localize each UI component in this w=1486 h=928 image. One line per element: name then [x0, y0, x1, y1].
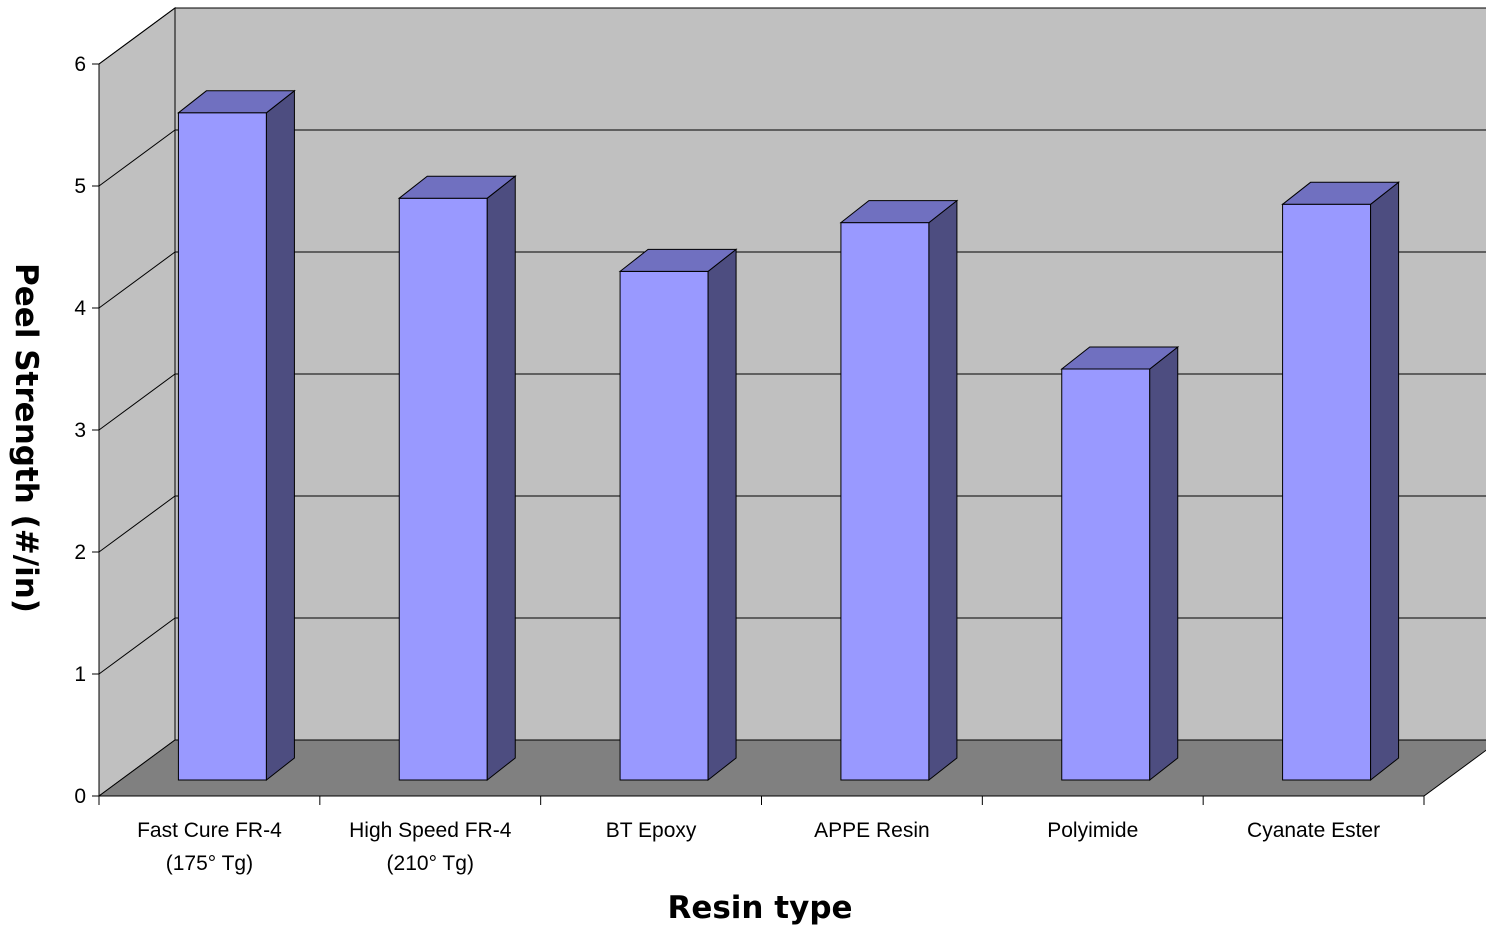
x-category-label: APPE Resin — [814, 819, 930, 842]
bar-top — [1060, 346, 1180, 370]
gridlines — [98, 7, 1486, 675]
axes — [92, 63, 1425, 805]
y-tick-label: 5 — [74, 175, 86, 198]
bar — [618, 248, 738, 782]
bar-front — [619, 270, 709, 781]
bar-top — [618, 248, 738, 272]
bar-front — [177, 112, 267, 781]
gridline — [98, 495, 1486, 553]
bar-front — [1282, 203, 1372, 781]
x-category-label: (175° Tg) — [166, 852, 253, 875]
y-tick-label: 2 — [74, 541, 86, 564]
y-tick-label: 4 — [74, 297, 86, 320]
x-category-label: (210° Tg) — [387, 852, 474, 875]
y-tick-label: 0 — [74, 785, 86, 808]
x-category-labels: Fast Cure FR-4 (175° Tg) High Speed FR-4 (2… — [137, 819, 1380, 875]
floor — [97, 739, 1486, 797]
bar-side — [928, 199, 958, 782]
gridline — [98, 7, 1486, 65]
bar-top — [397, 175, 517, 199]
y-tick-label: 3 — [74, 419, 86, 442]
bar-side — [707, 248, 737, 782]
x-category-label: High Speed FR-4 — [349, 819, 512, 842]
bar — [397, 175, 517, 782]
bar-top — [176, 90, 296, 114]
y-tick-label: 1 — [74, 663, 86, 686]
gridline — [98, 129, 1486, 187]
x-category-label: BT Epoxy — [606, 819, 697, 842]
y-tick-labels: 0 1 2 3 4 5 6 — [74, 53, 86, 808]
bars — [176, 89, 1401, 782]
gridline — [98, 617, 1486, 675]
bar-top — [839, 200, 959, 224]
bar — [839, 199, 959, 782]
x-category-label: Polyimide — [1047, 819, 1138, 842]
bar-front — [1061, 368, 1151, 781]
bar — [1060, 345, 1180, 782]
y-axis-title: Peel Strength (#/in) — [8, 263, 44, 613]
bar-side — [486, 175, 516, 782]
bar-front — [840, 222, 930, 781]
bar-side — [1370, 181, 1400, 782]
gridline — [98, 373, 1486, 431]
x-category-label: Fast Cure FR-4 — [137, 819, 282, 842]
bar-side — [1149, 345, 1179, 782]
bar-front — [398, 197, 488, 781]
x-axis-title: Resin type — [667, 890, 852, 926]
bar-top — [1281, 181, 1401, 205]
chart-walls — [97, 7, 1486, 797]
bar — [1281, 181, 1401, 782]
bar-side — [265, 89, 295, 782]
gridline — [98, 251, 1486, 309]
bar — [176, 89, 296, 782]
x-category-label: Cyanate Ester — [1247, 819, 1380, 842]
y-tick-label: 6 — [74, 53, 86, 76]
